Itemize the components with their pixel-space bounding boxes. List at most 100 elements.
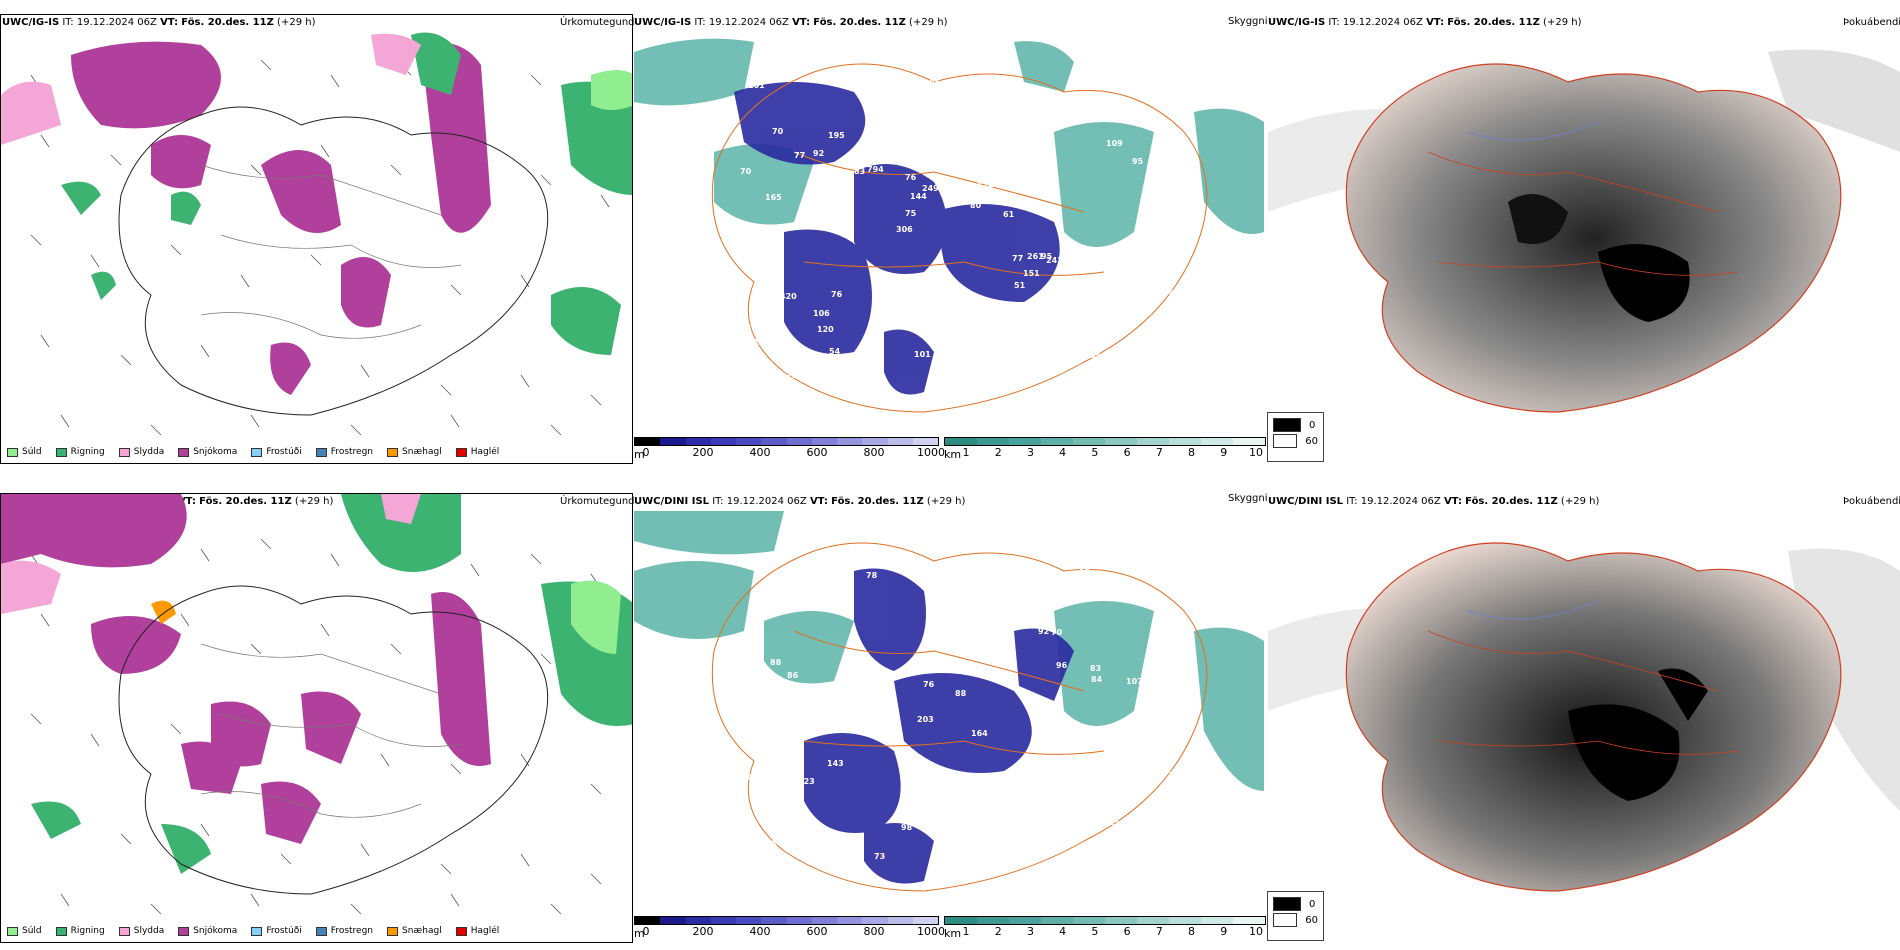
vt-value: Fös. 20.des. 11Z bbox=[181, 17, 274, 28]
header-igis-3: UWC/IG-IS IT: 19.12.2024 06Z VT: Fös. 20… bbox=[1268, 17, 1581, 29]
cloudbase-value: 88 bbox=[765, 780, 777, 789]
colorbar-cell bbox=[736, 438, 762, 445]
cloudbase-value: 84 bbox=[1091, 675, 1103, 684]
cloudbase-value: 82 bbox=[913, 322, 924, 331]
legend-label: Frostúði bbox=[266, 447, 302, 457]
cloudbase-value: 96 bbox=[948, 309, 960, 318]
cloudbase-value: 58 bbox=[1019, 843, 1031, 852]
colorbar-tick: 5 bbox=[1091, 446, 1099, 459]
colorbar-tick: 3 bbox=[1026, 925, 1034, 938]
legend-item: Haglél bbox=[455, 447, 500, 457]
header-dini-3: UWC/DINI ISL IT: 19.12.2024 06Z VT: Fös.… bbox=[1268, 496, 1599, 508]
cloudbase-colorbar: m 0 200 400 600 800 1000 bbox=[634, 916, 945, 940]
colorbar-cell bbox=[736, 917, 762, 924]
legend-item: Frostúði bbox=[251, 447, 302, 457]
colorbar-tick: 7 bbox=[1155, 446, 1163, 459]
colorbar-tick: 200 bbox=[692, 925, 714, 938]
legend-label: Snæhagl bbox=[402, 447, 442, 457]
vt-label: VT: bbox=[1443, 496, 1462, 507]
cloudbase-value: 107 bbox=[1126, 677, 1143, 686]
cloudbase-map-panel[interactable]: 180 362 207 203 164 357 95 92 93 85 88 98 78 65 54 194 9… bbox=[634, 511, 1264, 911]
cloudbase-value: 470 bbox=[905, 312, 922, 321]
iceland-outline bbox=[711, 63, 1208, 413]
cloudbase-value: 98 bbox=[901, 823, 913, 832]
colorbar-cell bbox=[912, 438, 938, 445]
cloudbase-value: 194 bbox=[988, 851, 1005, 860]
legend-swatch bbox=[118, 926, 130, 936]
lead-time: (+29 h) bbox=[294, 496, 334, 507]
cloudbase-value: 93 bbox=[1060, 101, 1071, 110]
vt-value: Fös. 20.des. 11Z bbox=[831, 496, 924, 507]
colorbar-cell bbox=[1073, 917, 1105, 924]
legend-label: Rigning bbox=[70, 926, 105, 936]
precip-title: Úrkomutegund bbox=[560, 17, 635, 28]
fog-map bbox=[1268, 542, 1900, 892]
model-name: UWC/IG-IS bbox=[2, 17, 60, 28]
fog-legend: 0 60 bbox=[1267, 412, 1324, 462]
cloudbase-value: 82 bbox=[929, 76, 940, 85]
fog-map-panel[interactable] bbox=[1268, 32, 1900, 432]
cloudbase-value: 300 bbox=[1167, 676, 1184, 685]
colorbar-tick: 8 bbox=[1188, 446, 1196, 459]
legend-item: Haglél bbox=[455, 926, 499, 936]
it-value: 19.12.2024 06Z bbox=[726, 496, 807, 507]
vt-value: Fös. 20.des. 11Z bbox=[1447, 17, 1540, 28]
legend-label: Frostregn bbox=[330, 926, 374, 936]
legend-item: Frostúði bbox=[251, 926, 302, 936]
cloudbase-value: 56 bbox=[746, 324, 758, 333]
model-name: UWC/IG-IS bbox=[634, 17, 692, 28]
legend-label: Snjókoma bbox=[193, 926, 238, 936]
vt-value: Fös. 20.des. 11Z bbox=[199, 496, 292, 507]
iceland-outline bbox=[118, 585, 549, 895]
vt-value: Fös. 20.des. 11Z bbox=[813, 17, 906, 28]
cloudbase-value: 119 bbox=[1133, 117, 1150, 126]
colorbar-cell bbox=[1105, 917, 1137, 924]
vt-label: VT: bbox=[177, 496, 196, 507]
it-label: IT: bbox=[1328, 17, 1340, 28]
legend-swatch bbox=[178, 926, 190, 936]
legend-item: Súld bbox=[7, 447, 42, 457]
cloudbase-value: 97 bbox=[922, 805, 933, 814]
vt-label: VT: bbox=[160, 17, 179, 28]
cloudbase-value: 165 bbox=[765, 193, 782, 202]
lead-time: (+29 h) bbox=[1543, 17, 1582, 28]
cloudbase-values: 123 165 119 306 359 205 167 48 420 794 283 120 134 12… bbox=[740, 76, 1184, 380]
cloudbase-value: 103 bbox=[1165, 240, 1182, 249]
legend-item: Súld bbox=[7, 926, 42, 936]
colorbar-tick: 1000 bbox=[917, 446, 945, 459]
colorbar-cell bbox=[1201, 438, 1233, 445]
cloudbase-value: 70 bbox=[772, 127, 784, 136]
shade-title: Þokuábendi bbox=[1843, 496, 1900, 507]
cloudbase-value: 70 bbox=[1051, 628, 1063, 637]
cloudbase-value: 62 bbox=[1120, 318, 1131, 327]
colorbar-tick: 800 bbox=[863, 925, 885, 938]
cloudbase-colorbar: m 0 200 400 600 800 1000 bbox=[634, 437, 945, 461]
cloudbase-value: 98 bbox=[1079, 563, 1091, 572]
cloudbase-map-panel[interactable]: 123 165 119 306 359 205 167 48 420 794 283 120 134 12… bbox=[634, 32, 1264, 432]
colorbar-tick: 2 bbox=[994, 446, 1002, 459]
header-igis: UWC/IG-IS IT: 19.12.2024 06Z VT: Fös. 20… bbox=[2, 17, 315, 29]
cloudbase-value: 143 bbox=[827, 759, 844, 768]
model-name: UWC/IG-IS bbox=[1268, 17, 1326, 28]
cloudbase-value: 95 bbox=[1041, 252, 1053, 261]
cloudbase-value: 48 bbox=[1146, 563, 1158, 572]
legend-swatch bbox=[55, 926, 67, 936]
model-name: UWC/DINI ISL bbox=[1268, 496, 1344, 507]
legend-item: Snjókoma bbox=[178, 447, 237, 457]
cloudbase-value: 283 bbox=[747, 338, 764, 347]
legend-item: Snæhagl bbox=[387, 447, 442, 457]
precip-map-panel[interactable]: Súld Rigning Slydda Snjókoma Frostúði Frostre… bbox=[0, 493, 633, 943]
colorbar-cell bbox=[1137, 917, 1169, 924]
cloudbase-value: 70 bbox=[740, 167, 752, 176]
colorbar-tick: 0 bbox=[642, 925, 650, 938]
lead-time: (+29 h) bbox=[909, 17, 948, 28]
cloudbase-value: 687 bbox=[950, 332, 967, 341]
precip-map-panel[interactable]: Súld Rigning Slydda Snjókoma Frostúði Frostre… bbox=[0, 14, 633, 464]
precip-legend: Súld Rigning Slydda Snjókoma Frostúði Frostre… bbox=[7, 447, 513, 457]
cloudbase-value: 95 bbox=[1132, 157, 1144, 166]
fog-map-panel[interactable] bbox=[1268, 511, 1900, 911]
colorbar-tick: 8 bbox=[1188, 925, 1196, 938]
colorbar-tick: 7 bbox=[1155, 925, 1163, 938]
cloudbase-value: 134 bbox=[1111, 263, 1128, 272]
legend-label: Haglél bbox=[470, 447, 500, 457]
